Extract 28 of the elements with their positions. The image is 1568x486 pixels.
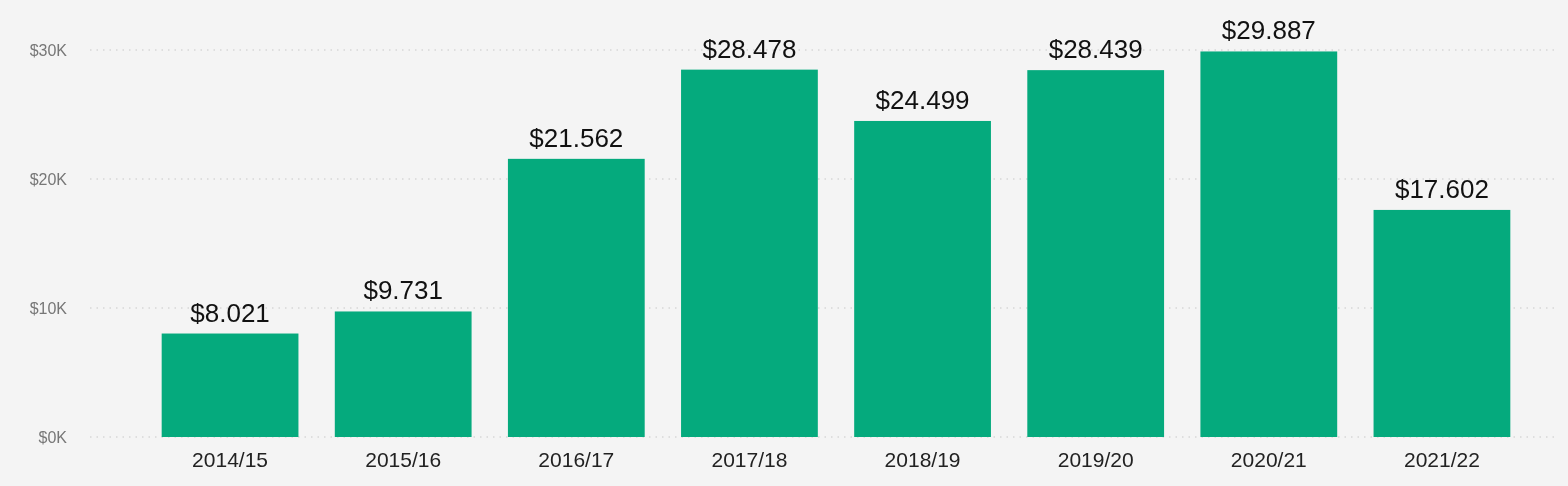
x-tick-label: 2019/20 — [1057, 448, 1134, 471]
y-tick-label: $20K — [29, 170, 68, 188]
data-label: $9.731 — [363, 275, 443, 306]
bar — [1200, 51, 1338, 437]
bar — [1373, 209, 1511, 437]
data-label: $17.602 — [1394, 173, 1489, 204]
data-label: $8.021 — [190, 297, 270, 328]
bar — [681, 69, 818, 437]
data-label: $28.478 — [702, 33, 797, 64]
x-tick-label: 2016/17 — [538, 448, 615, 471]
data-label: $21.562 — [529, 122, 624, 153]
data-label: $28.439 — [1048, 34, 1143, 65]
x-tick-label: 2017/18 — [711, 448, 788, 471]
bar — [161, 333, 299, 437]
x-tick-label: 2018/19 — [884, 448, 961, 471]
x-tick-label: 2015/16 — [365, 448, 442, 471]
x-tick-label: 2020/21 — [1230, 448, 1307, 471]
x-tick-label: 2021/22 — [1403, 448, 1480, 471]
data-label: $29.887 — [1221, 15, 1316, 46]
y-tick-label: $30K — [29, 41, 68, 59]
bar — [334, 311, 472, 437]
y-tick-label: $0K — [38, 428, 68, 446]
x-tick-label: 2014/15 — [192, 448, 269, 471]
data-label: $24.499 — [875, 84, 970, 115]
y-tick-label: $10K — [29, 299, 68, 317]
bar — [1027, 70, 1165, 437]
bar — [507, 158, 645, 437]
bar — [854, 120, 991, 437]
